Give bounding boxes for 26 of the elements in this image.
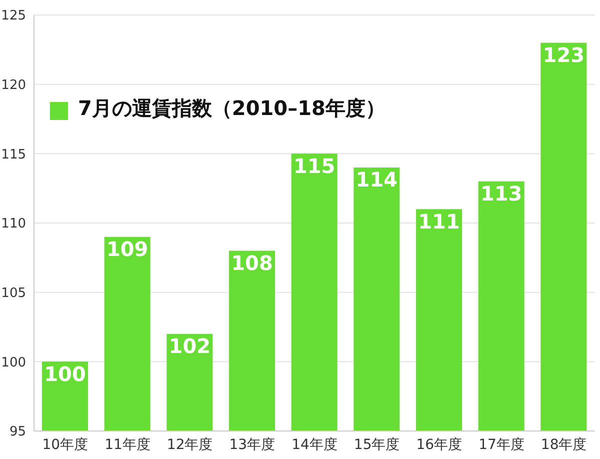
data-label: 114 xyxy=(356,168,398,192)
x-tick-label: 15年度 xyxy=(354,436,400,453)
data-label: 123 xyxy=(542,42,585,67)
data-label: 109 xyxy=(106,237,148,262)
data-label: 115 xyxy=(293,154,336,178)
data-label: 111 xyxy=(418,209,460,234)
x-tick-label: 14年度 xyxy=(292,436,338,453)
y-tick-label: 120 xyxy=(1,78,26,93)
y-tick-label: 100 xyxy=(1,355,26,370)
x-tick-label: 12年度 xyxy=(166,436,213,453)
x-tick-label: 13年度 xyxy=(229,436,276,453)
y-tick-label: 105 xyxy=(1,286,26,301)
y-tick-label: 95 xyxy=(9,424,26,440)
x-tick-label: 10年度 xyxy=(42,436,88,453)
x-tick-label: 18年度 xyxy=(540,436,587,453)
legend-label: 7月の運賃指数（2010–18年度） xyxy=(78,96,386,120)
x-tick-label: 16年度 xyxy=(416,436,462,453)
data-label: 100 xyxy=(44,362,86,386)
y-tick-label: 125 xyxy=(1,8,26,24)
y-tick-label: 110 xyxy=(1,216,26,232)
data-label: 108 xyxy=(231,250,273,275)
x-tick-label: 11年度 xyxy=(104,436,150,453)
x-tick-label: 17年度 xyxy=(478,436,524,453)
y-tick-label: 115 xyxy=(1,147,26,162)
data-label: 102 xyxy=(168,334,211,358)
data-label: 113 xyxy=(480,182,522,206)
